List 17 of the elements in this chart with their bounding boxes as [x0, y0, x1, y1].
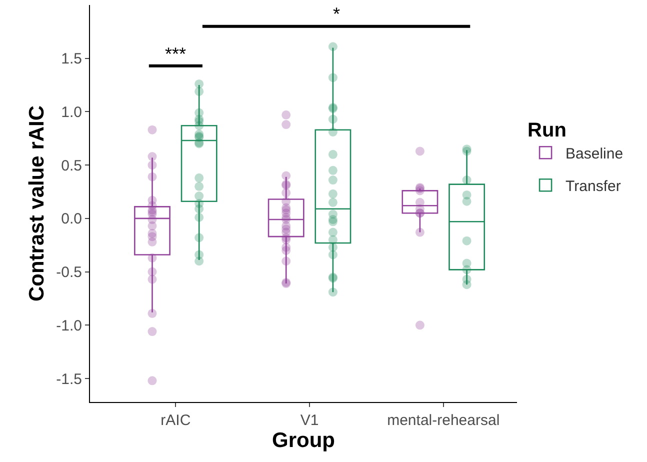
- legend-label: Transfer: [566, 178, 621, 195]
- legend-label: Baseline: [566, 145, 624, 162]
- x-tick-label: mental-rehearsal: [387, 412, 500, 429]
- x-tick-label: rAIC: [160, 412, 191, 429]
- annotation: ***: [165, 44, 186, 64]
- y-tick-label: 0.0: [61, 210, 82, 228]
- y-axis-title: Contrast value rAIC: [25, 105, 48, 302]
- y-tick-label: -1.0: [56, 317, 82, 334]
- y-tick-label: 0.5: [61, 157, 82, 174]
- x-axis-title: Group: [272, 429, 335, 452]
- annotation: *: [333, 4, 340, 24]
- y-tick-label: -1.5: [56, 370, 82, 388]
- y-tick-label: 1.5: [61, 50, 82, 68]
- x-tick-label: V1: [300, 412, 319, 429]
- y-tick-label: 1.0: [61, 104, 82, 121]
- y-tick-label: -0.5: [56, 264, 82, 282]
- legend-title: Run: [528, 119, 566, 142]
